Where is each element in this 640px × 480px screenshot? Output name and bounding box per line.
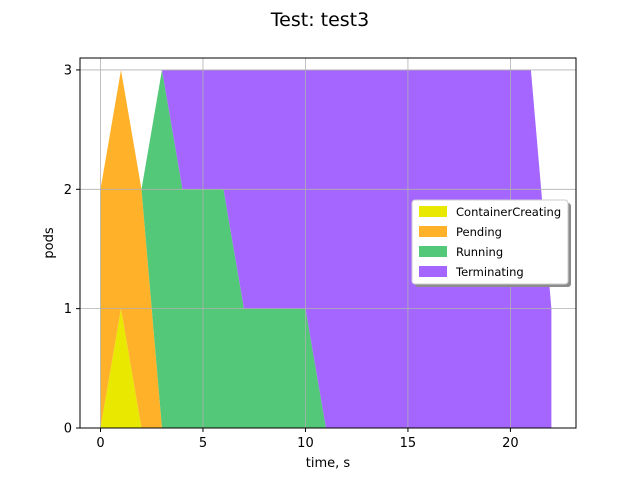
y-tick-label: 0 xyxy=(64,422,72,437)
legend-box xyxy=(411,199,569,285)
area-running xyxy=(100,69,552,428)
legend: ContainerCreating Pending Running Terminati… xyxy=(411,199,571,287)
legend-swatch-containercreating xyxy=(419,206,447,217)
y-axis-ticks: 0 1 2 3 xyxy=(64,63,80,437)
x-tick-label: 0 xyxy=(96,436,104,451)
legend-swatch-terminating xyxy=(419,266,447,277)
x-tick-label: 10 xyxy=(297,436,314,451)
x-axis-label: time, s xyxy=(306,456,351,471)
chart-title: Test: test3 xyxy=(270,9,369,31)
legend-label-terminating: Terminating xyxy=(455,265,524,279)
x-tick-label: 15 xyxy=(400,436,417,451)
x-tick-label: 20 xyxy=(502,436,519,451)
x-tick-label: 5 xyxy=(199,436,207,451)
area-pending xyxy=(100,69,552,428)
y-tick-label: 1 xyxy=(64,302,72,317)
area-terminating xyxy=(100,69,552,428)
legend-swatch-running xyxy=(419,246,447,257)
axes-frame xyxy=(79,57,577,429)
y-axis-label: pods xyxy=(42,227,57,258)
y-tick-label: 3 xyxy=(64,63,72,78)
legend-swatch-pending xyxy=(419,226,447,237)
y-tick-label: 2 xyxy=(64,183,72,198)
legend-label-containercreating: ContainerCreating xyxy=(456,205,561,219)
grid xyxy=(80,58,576,429)
x-axis-ticks: 0 5 10 15 20 xyxy=(96,428,519,451)
legend-label-pending: Pending xyxy=(456,225,502,239)
legend-label-running: Running xyxy=(456,245,503,259)
plot-areas xyxy=(100,69,552,428)
